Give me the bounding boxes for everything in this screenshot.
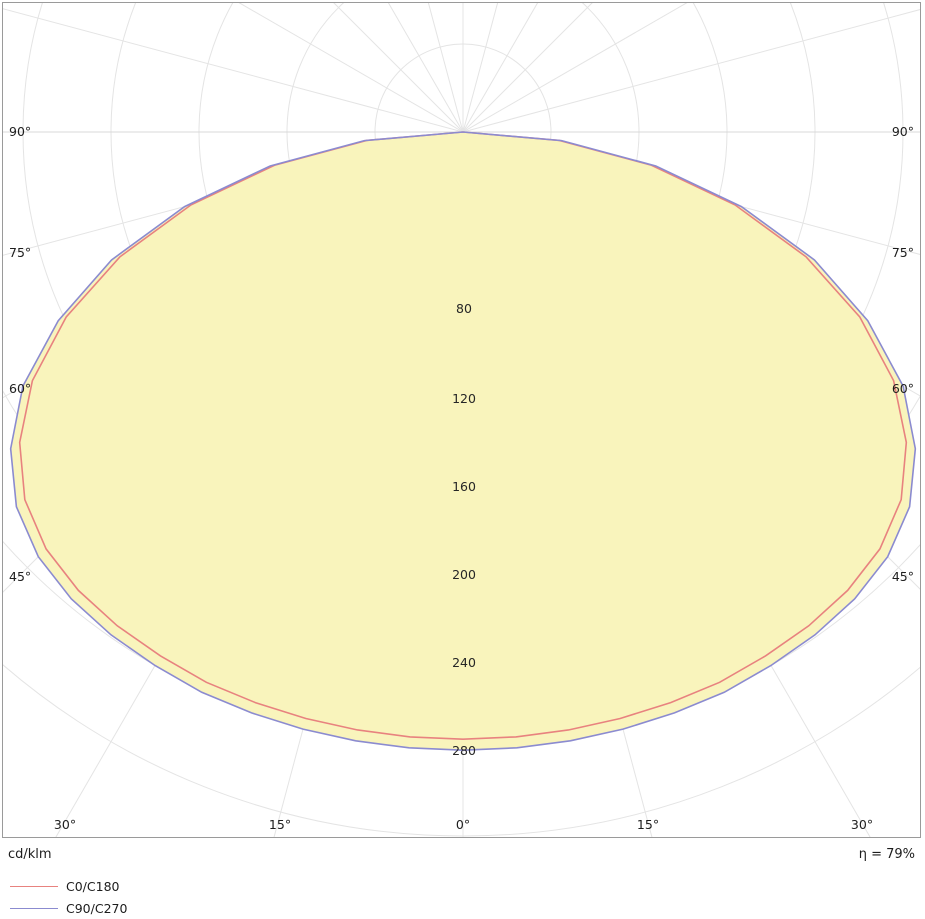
grid-group [3,3,920,837]
legend: C0/C180 C90/C270 [0,876,925,919]
unit-label: cd/klm [8,847,52,862]
radial-label-200: 200 [452,566,476,582]
polar-grid-and-curves [3,3,920,837]
angle-label-left-45: 45° [9,568,32,584]
distribution-fill [10,132,916,751]
angle-label-left-75: 75° [9,244,32,260]
angle-label-bottom-15-right: 15° [636,816,660,832]
angle-label-bottom-15-left: 15° [268,816,292,832]
legend-swatch-c90-c270 [10,908,58,909]
angle-label-right-60: 60° [891,380,914,396]
curve-c0-c180 [18,131,908,741]
footer-bar: cd/klm η = 79% [0,838,925,874]
angle-label-right-75: 75° [891,244,914,260]
radial-label-120: 120 [452,390,476,406]
angle-label-bottom-30-left: 30° [53,816,77,832]
angle-label-left-60: 60° [9,380,32,396]
angle-label-left-90: 90° [9,123,32,139]
angle-label-bottom-0: 0° [455,816,471,832]
efficiency-label: η = 79% [858,847,915,862]
legend-item-c0-c180[interactable]: C0/C180 [0,876,925,898]
angle-label-right-90: 90° [891,123,914,139]
radial-label-160: 160 [452,478,476,494]
legend-swatch-c0-c180 [10,886,58,887]
radial-label-80: 80 [456,300,472,316]
angle-label-right-45: 45° [891,568,914,584]
curve-c90-c270 [9,131,917,752]
angle-label-bottom-30-right: 30° [850,816,874,832]
radial-label-240: 240 [452,654,476,670]
radial-label-280: 280 [452,742,476,758]
legend-item-c90-c270[interactable]: C90/C270 [0,898,925,919]
legend-label-c90-c270: C90/C270 [66,901,128,916]
plot-area: 90° 75° 60° 45° 90° 75° 60° 45° 30° 15° … [2,2,921,838]
legend-label-c0-c180: C0/C180 [66,879,120,894]
